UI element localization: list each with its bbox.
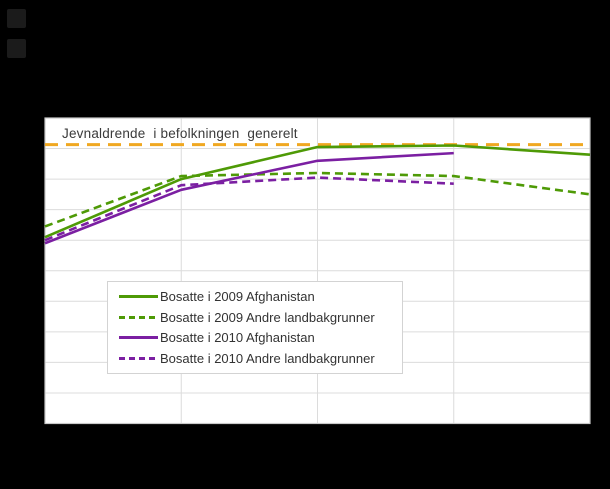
- reference-line-label: Jevnaldrende i befolkningen generelt: [62, 126, 298, 141]
- legend-line-solid-green-icon: [119, 294, 158, 298]
- legend-item-2010-afghanistan: Bosatte i 2010 Afghanistan: [119, 328, 402, 348]
- legend: Bosatte i 2009 Afghanistan Bosatte i 200…: [107, 281, 403, 374]
- legend-item-2009-afghanistan: Bosatte i 2009 Afghanistan: [119, 286, 402, 306]
- legend-label: Bosatte i 2009 Afghanistan: [160, 288, 315, 304]
- dark-thumbnail-box-1: [7, 9, 26, 28]
- legend-item-2010-andre: Bosatte i 2010 Andre landbakgrunner: [119, 349, 402, 369]
- legend-label: Bosatte i 2010 Andre landbakgrunner: [160, 351, 375, 367]
- dark-thumbnail-box-2: [7, 39, 26, 58]
- legend-label: Bosatte i 2009 Andre landbakgrunner: [160, 309, 375, 325]
- legend-line-dashed-purple-icon: [119, 357, 158, 361]
- legend-item-2009-andre: Bosatte i 2009 Andre landbakgrunner: [119, 307, 402, 327]
- legend-label: Bosatte i 2010 Afghanistan: [160, 330, 315, 346]
- legend-line-solid-purple-icon: [119, 336, 158, 340]
- legend-line-dashed-green-icon: [119, 315, 158, 319]
